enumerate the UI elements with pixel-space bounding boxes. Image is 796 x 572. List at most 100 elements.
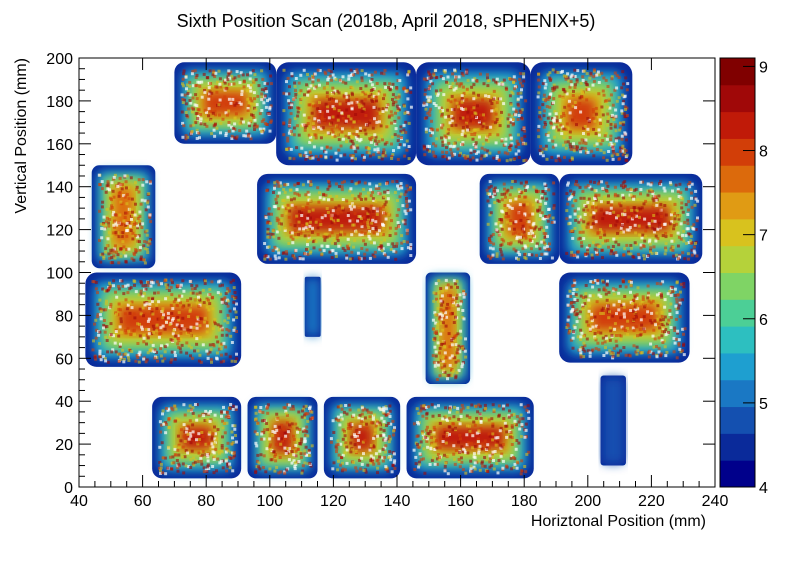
heatmap-speckle <box>628 354 632 358</box>
heatmap-speckle <box>406 110 410 114</box>
heatmap-speckle <box>647 355 651 359</box>
heatmap-speckle <box>108 281 111 285</box>
heatmap-speckle <box>501 443 505 446</box>
heatmap-speckle <box>275 230 279 234</box>
heatmap-speckle <box>357 206 361 210</box>
heatmap-speckle <box>487 254 491 258</box>
heatmap-speckle <box>145 342 148 346</box>
heatmap-speckle <box>128 207 132 211</box>
heatmap-speckle <box>432 72 436 76</box>
heatmap-speckle <box>512 107 516 111</box>
heatmap-speckle <box>510 424 514 428</box>
heatmap-speckle <box>351 154 355 158</box>
heatmap-speckle <box>465 433 469 437</box>
heatmap-speckle <box>114 350 118 354</box>
heatmap-speckle <box>346 214 350 217</box>
heatmap-speckle <box>516 250 520 254</box>
heatmap-speckle <box>196 349 200 353</box>
heatmap-speckle <box>519 472 523 476</box>
heatmap-speckle <box>181 84 185 88</box>
heatmap-speckle <box>591 348 595 352</box>
heatmap-speckle <box>127 359 131 362</box>
heatmap-speckle <box>360 104 364 108</box>
heatmap-speckle <box>500 227 504 231</box>
heatmap-speckle <box>350 101 354 105</box>
heatmap-speckle <box>601 341 605 345</box>
heatmap-speckle <box>686 222 690 226</box>
heatmap-speckle <box>591 215 595 219</box>
heatmap-speckle <box>274 459 278 463</box>
heatmap-speckle <box>623 329 627 332</box>
heatmap-speckle <box>195 137 199 140</box>
heatmap-speckle <box>325 235 329 239</box>
heatmap-speckle <box>456 348 460 352</box>
heatmap-speckle <box>496 189 499 193</box>
heatmap-speckle <box>505 220 509 224</box>
heatmap-speckle <box>363 128 367 132</box>
heatmap-speckle <box>287 146 291 150</box>
heatmap-speckle <box>504 208 508 212</box>
heatmap-speckle <box>280 423 284 427</box>
heatmap-speckle <box>510 433 513 437</box>
heatmap-speckle <box>515 415 519 419</box>
heatmap-speckle <box>629 280 633 284</box>
heatmap-speckle <box>542 232 546 235</box>
heatmap-speckle <box>340 230 344 234</box>
heatmap-speckle <box>384 407 388 411</box>
heatmap-speckle <box>262 419 266 422</box>
heatmap-speckle <box>631 255 635 258</box>
heatmap-speckle <box>629 283 633 287</box>
heatmap-speckle <box>444 406 448 410</box>
heatmap-speckle <box>513 79 517 83</box>
heatmap-speckle <box>435 75 439 79</box>
heatmap-speckle <box>586 349 590 353</box>
heatmap-speckle <box>669 285 673 289</box>
heatmap-speckle <box>550 256 554 260</box>
heatmap-speckle <box>621 193 625 197</box>
heatmap-speckle <box>290 72 294 76</box>
heatmap-speckle <box>213 455 217 459</box>
heatmap-speckle <box>454 426 457 430</box>
heatmap-speckle <box>454 449 458 452</box>
heatmap-speckle <box>654 239 658 243</box>
heatmap-speckle <box>494 141 498 145</box>
heatmap-speckle <box>375 120 379 124</box>
heatmap-speckle <box>226 287 230 291</box>
heatmap-speckle <box>343 434 347 438</box>
heatmap-speckle <box>375 209 379 213</box>
heatmap-speckle <box>166 316 170 320</box>
heatmap-speckle <box>384 465 388 469</box>
heatmap-speckle <box>129 333 133 337</box>
heatmap-speckle <box>401 130 404 134</box>
heatmap-speckle <box>170 358 174 362</box>
heatmap-speckle <box>634 187 638 191</box>
heatmap-speckle <box>585 320 589 324</box>
heatmap-speckle <box>232 328 236 332</box>
heatmap-speckle <box>111 213 115 217</box>
heatmap-speckle <box>490 417 494 421</box>
heatmap-speckle <box>430 443 434 447</box>
heatmap-speckle <box>331 419 335 423</box>
heatmap-speckle <box>374 424 378 428</box>
heatmap-speckle <box>525 408 529 412</box>
heatmap-speckle <box>367 191 370 195</box>
heatmap-speckle <box>492 78 496 82</box>
heatmap-band <box>453 99 494 129</box>
heatmap-speckle <box>343 248 347 252</box>
heatmap-speckle <box>252 103 256 106</box>
heatmap-speckle <box>513 462 517 466</box>
heatmap-speckle <box>677 195 681 198</box>
heatmap-speckle <box>355 80 359 84</box>
heatmap-speckle <box>465 125 469 129</box>
heatmap-speckle <box>369 454 373 458</box>
heatmap-speckle <box>579 338 583 341</box>
heatmap-speckle <box>131 231 135 235</box>
heatmap-speckle <box>458 293 462 297</box>
heatmap-speckle <box>676 306 680 310</box>
heatmap-speckle <box>403 218 407 222</box>
heatmap-speckle <box>185 114 189 117</box>
heatmap-speckle <box>161 324 165 328</box>
heatmap-speckle <box>425 425 429 429</box>
heatmap-speckle <box>98 183 102 187</box>
heatmap-speckle <box>441 109 445 112</box>
